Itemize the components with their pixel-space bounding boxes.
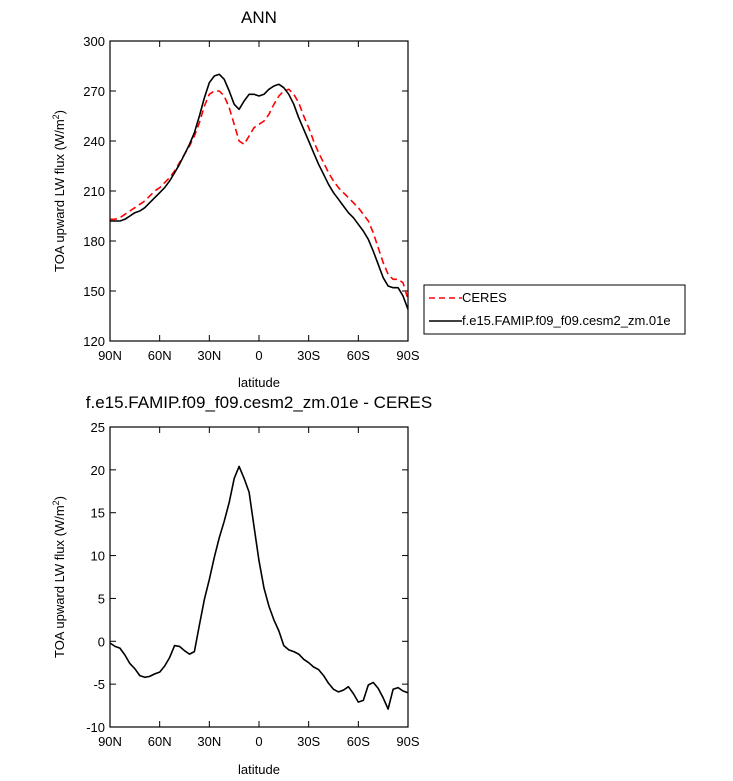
y-tick-label: 10 <box>91 549 105 564</box>
panel2-plot-frame <box>109 426 409 728</box>
panel1-plot-frame <box>109 40 409 342</box>
y-tick-label: 300 <box>83 34 105 49</box>
series-line-ceres <box>110 88 409 300</box>
y-tick-label: 180 <box>83 234 105 249</box>
y-tick-label: 5 <box>98 591 105 606</box>
x-tick-label: 30N <box>197 734 221 749</box>
x-tick-label: 90S <box>396 348 419 363</box>
x-tick-label: 60S <box>347 734 370 749</box>
x-tick-label: 90N <box>98 734 122 749</box>
panel1-xlabel: latitude <box>238 375 280 390</box>
x-tick-label: 30N <box>197 348 221 363</box>
legend: CERES f.e15.FAMIP.f09_f09.cesm2_zm.01e <box>423 284 686 335</box>
y-tick-label: 240 <box>83 134 105 149</box>
y-tick-label: 210 <box>83 184 105 199</box>
x-tick-label: 90N <box>98 348 122 363</box>
y-tick-label: -10 <box>86 720 105 735</box>
panel2-title: f.e15.FAMIP.f09_f09.cesm2_zm.01e - CERES <box>86 393 432 412</box>
y-tick-label: 120 <box>83 334 105 349</box>
y-tick-label: 150 <box>83 284 105 299</box>
panel-difference: f.e15.FAMIP.f09_f09.cesm2_zm.01e - CERES… <box>51 393 432 777</box>
x-tick-label: 0 <box>255 734 262 749</box>
legend-label-model: f.e15.FAMIP.f09_f09.cesm2_zm.01e <box>462 313 671 328</box>
x-tick-label: 90S <box>396 734 419 749</box>
x-tick-label: 30S <box>297 348 320 363</box>
x-tick-label: 0 <box>255 348 262 363</box>
x-tick-label: 60S <box>347 348 370 363</box>
panel-annual: ANN TOA upward LW flux (W/m2) 120 150 180 2… <box>51 8 420 390</box>
y-tick-label: 25 <box>91 420 105 435</box>
x-tick-label: 60N <box>148 348 172 363</box>
y-tick-label: 0 <box>98 634 105 649</box>
series-line-model <box>109 465 409 710</box>
y-tick-label: 20 <box>91 463 105 478</box>
panel1-ylabel: TOA upward LW flux (W/m2) <box>51 110 67 272</box>
y-tick-label: -5 <box>93 677 105 692</box>
series-line-model <box>110 73 409 310</box>
panel2-ylabel: TOA upward LW flux (W/m2) <box>51 496 67 658</box>
panel1-title: ANN <box>241 8 277 27</box>
x-tick-label: 60N <box>148 734 172 749</box>
legend-label-ceres: CERES <box>462 290 507 305</box>
panel2-xlabel: latitude <box>238 762 280 777</box>
y-tick-label: 270 <box>83 84 105 99</box>
legend-box <box>423 284 686 335</box>
x-tick-label: 30S <box>297 734 320 749</box>
y-tick-label: 15 <box>91 506 105 521</box>
